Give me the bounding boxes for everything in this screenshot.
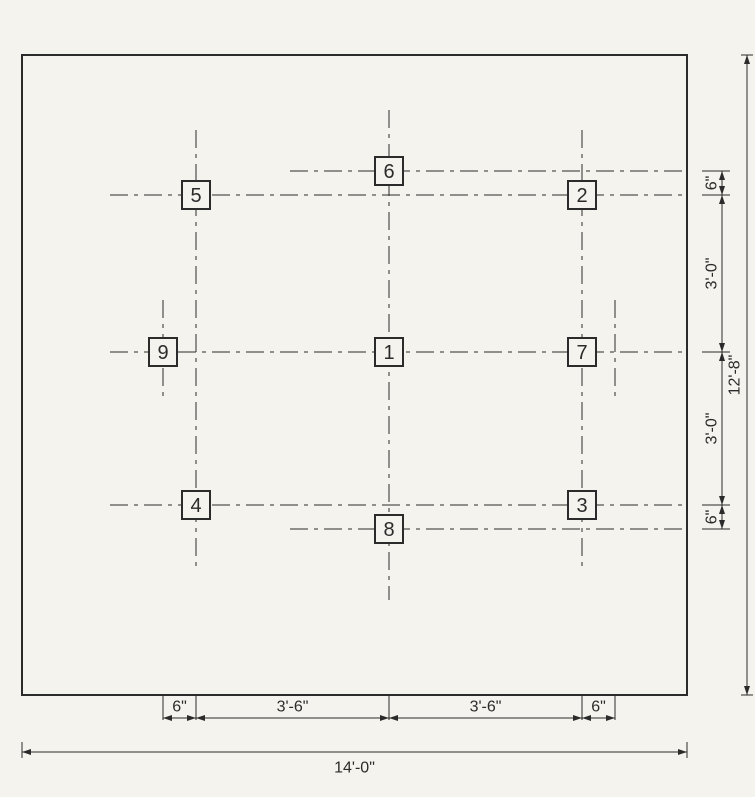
node-label-3: 3 — [576, 495, 587, 517]
node-label-8: 8 — [383, 519, 394, 541]
node-label-6: 6 — [383, 161, 394, 183]
node-label-4: 4 — [190, 495, 201, 517]
diagram-svg: 1 2 3 4 5 6 7 8 9 6" 3'-6" 3'-6" 6" 14'-0" 6" 3'-0" 3'-0… — [0, 0, 755, 797]
dim-label-h: 6" — [172, 699, 187, 716]
node-label-9: 9 — [157, 342, 168, 364]
dim-label-v: 3'-0" — [704, 258, 721, 290]
dim-label-v: 6" — [704, 510, 721, 525]
dim-label-v: 3'-0" — [704, 413, 721, 445]
dim-label-h: 6" — [591, 699, 606, 716]
dim-label-h: 3'-6" — [470, 699, 502, 716]
dim-label-v: 6" — [704, 176, 721, 191]
node-label-2: 2 — [576, 185, 587, 207]
dim-total-label-h: 14'-0" — [334, 760, 375, 777]
node-label-1: 1 — [383, 342, 394, 364]
diagram-page: 1 2 3 4 5 6 7 8 9 6" 3'-6" 3'-6" 6" 14'-0" 6" 3'-0" 3'-0… — [0, 0, 755, 797]
node-label-5: 5 — [190, 185, 201, 207]
dim-total-label-v: 12'-8" — [727, 355, 744, 396]
plan-frame — [22, 55, 687, 695]
node-label-7: 7 — [576, 342, 587, 364]
dim-label-h: 3'-6" — [277, 699, 309, 716]
